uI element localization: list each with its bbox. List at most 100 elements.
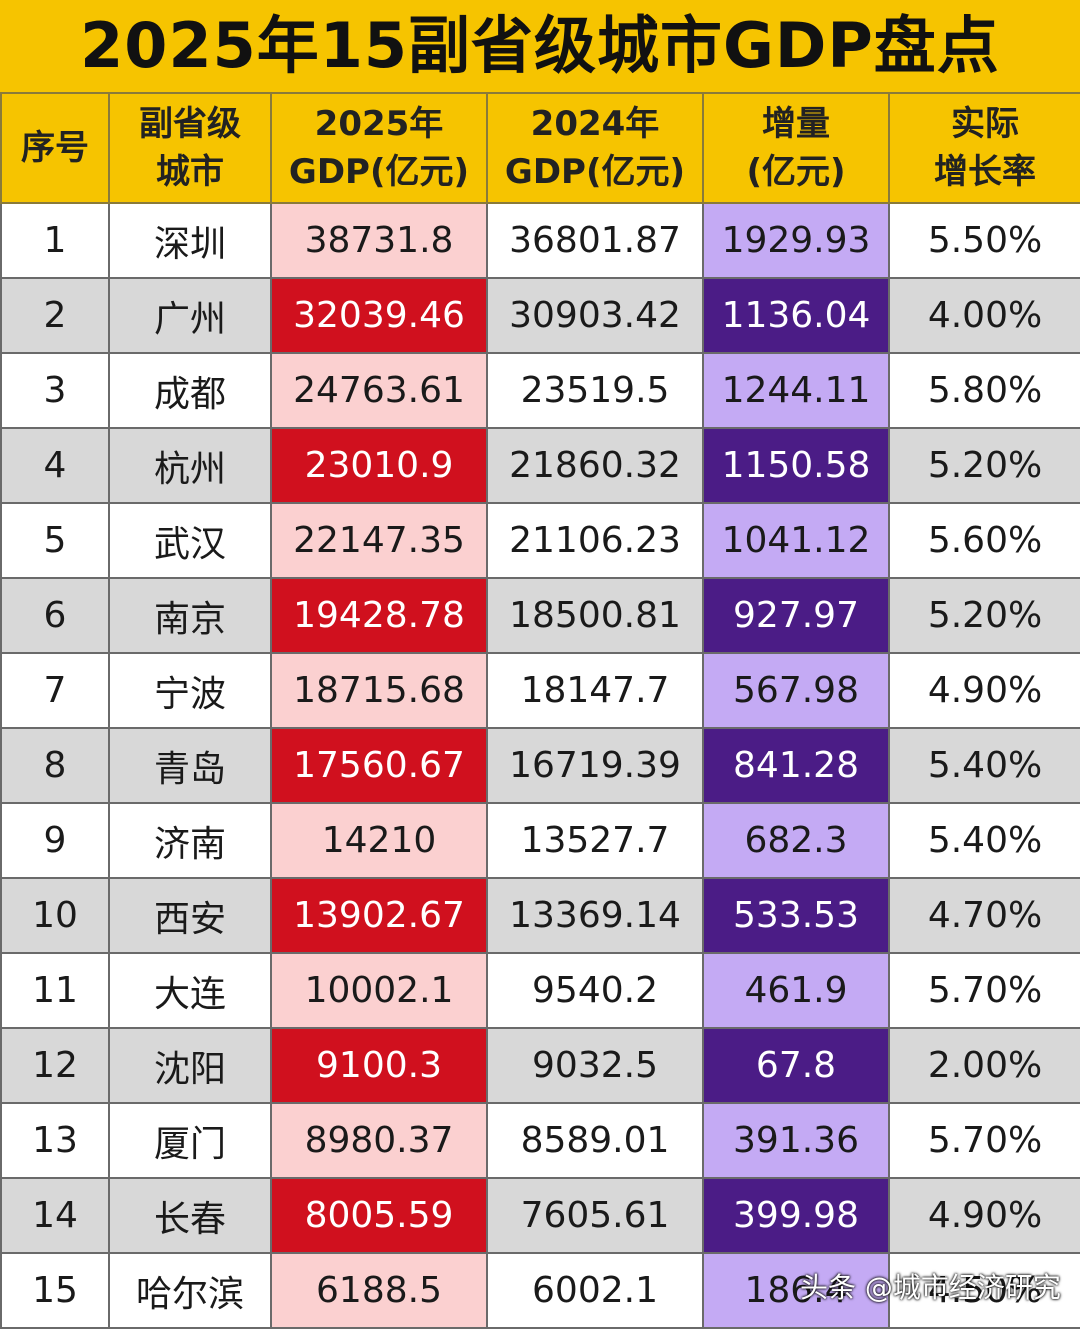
cell-growth-rate: 5.20% [888,577,1080,654]
cell-city: 南京 [108,577,272,654]
table-row: 14 长春 8005.59 7605.61 399.98 4.90% [0,1177,1080,1254]
cell-city: 宁波 [108,652,272,729]
cell-rank: 6 [0,577,110,654]
cell-gdp-2025: 13902.67 [270,877,488,954]
cell-increase: 1244.11 [702,352,890,429]
cell-city: 深圳 [108,202,272,279]
cell-gdp-2025: 22147.35 [270,502,488,579]
table-row: 9 济南 14210 13527.7 682.3 5.40% [0,802,1080,879]
cell-growth-rate: 5.70% [888,952,1080,1029]
cell-gdp-2025: 17560.67 [270,727,488,804]
cell-rank: 3 [0,352,110,429]
cell-gdp-2024: 13369.14 [486,877,704,954]
cell-gdp-2025: 18715.68 [270,652,488,729]
cell-gdp-2024: 9032.5 [486,1027,704,1104]
cell-gdp-2025: 38731.8 [270,202,488,279]
cell-city: 长春 [108,1177,272,1254]
table-row: 2 广州 32039.46 30903.42 1136.04 4.00% [0,277,1080,354]
table-row: 11 大连 10002.1 9540.2 461.9 5.70% [0,952,1080,1029]
table-row: 12 沈阳 9100.3 9032.5 67.8 2.00% [0,1027,1080,1104]
table-row: 13 厦门 8980.37 8589.01 391.36 5.70% [0,1102,1080,1179]
cell-increase: 461.9 [702,952,890,1029]
cell-gdp-2024: 18500.81 [486,577,704,654]
header-increase: 增量 (亿元) [702,92,890,204]
cell-city: 厦门 [108,1102,272,1179]
cell-city: 青岛 [108,727,272,804]
cell-increase: 927.97 [702,577,890,654]
cell-increase: 567.98 [702,652,890,729]
cell-increase: 533.53 [702,877,890,954]
cell-city: 沈阳 [108,1027,272,1104]
table-body: 1 深圳 38731.8 36801.87 1929.93 5.50% 2 广州 32039.4… [0,202,1080,1329]
page-title: 2025年15副省级城市GDP盘点 [0,0,1080,92]
cell-gdp-2025: 23010.9 [270,427,488,504]
cell-city: 成都 [108,352,272,429]
table-row: 5 武汉 22147.35 21106.23 1041.12 5.60% [0,502,1080,579]
table-row: 3 成都 24763.61 23519.5 1244.11 5.80% [0,352,1080,429]
cell-gdp-2024: 21106.23 [486,502,704,579]
cell-increase: 841.28 [702,727,890,804]
cell-gdp-2024: 21860.32 [486,427,704,504]
cell-rank: 11 [0,952,110,1029]
cell-growth-rate: 2.00% [888,1027,1080,1104]
cell-growth-rate: 4.70% [888,877,1080,954]
table-row: 15 哈尔滨 6188.5 6002.1 186.4 4.50% [0,1252,1080,1329]
cell-rank: 1 [0,202,110,279]
cell-increase: 1929.93 [702,202,890,279]
cell-increase: 391.36 [702,1102,890,1179]
cell-growth-rate: 5.40% [888,802,1080,879]
cell-growth-rate: 5.60% [888,502,1080,579]
cell-rank: 7 [0,652,110,729]
cell-growth-rate: 4.90% [888,652,1080,729]
cell-increase: 682.3 [702,802,890,879]
cell-growth-rate: 4.90% [888,1177,1080,1254]
cell-gdp-2024: 8589.01 [486,1102,704,1179]
header-growth-rate: 实际 增长率 [888,92,1080,204]
cell-increase: 1136.04 [702,277,890,354]
cell-rank: 2 [0,277,110,354]
cell-gdp-2024: 6002.1 [486,1252,704,1329]
table-row: 1 深圳 38731.8 36801.87 1929.93 5.50% [0,202,1080,279]
cell-growth-rate: 4.50% [888,1252,1080,1329]
cell-city: 济南 [108,802,272,879]
cell-growth-rate: 5.50% [888,202,1080,279]
cell-rank: 4 [0,427,110,504]
cell-growth-rate: 5.80% [888,352,1080,429]
cell-increase: 1150.58 [702,427,890,504]
cell-rank: 13 [0,1102,110,1179]
cell-gdp-2025: 14210 [270,802,488,879]
cell-rank: 9 [0,802,110,879]
cell-increase: 67.8 [702,1027,890,1104]
watermark: 头条 @城市经济研究 [800,1271,1061,1304]
cell-rank: 15 [0,1252,110,1329]
cell-gdp-2025: 32039.46 [270,277,488,354]
table-row: 10 西安 13902.67 13369.14 533.53 4.70% [0,877,1080,954]
cell-city: 武汉 [108,502,272,579]
cell-gdp-2025: 10002.1 [270,952,488,1029]
header-gdp-2025: 2025年 GDP(亿元) [270,92,488,204]
table-row: 4 杭州 23010.9 21860.32 1150.58 5.20% [0,427,1080,504]
cell-growth-rate: 5.40% [888,727,1080,804]
cell-growth-rate: 4.00% [888,277,1080,354]
cell-gdp-2024: 36801.87 [486,202,704,279]
cell-gdp-2025: 9100.3 [270,1027,488,1104]
cell-gdp-2025: 19428.78 [270,577,488,654]
cell-gdp-2024: 7605.61 [486,1177,704,1254]
cell-growth-rate: 5.20% [888,427,1080,504]
cell-city: 杭州 [108,427,272,504]
cell-city: 哈尔滨 [108,1252,272,1329]
table-row: 6 南京 19428.78 18500.81 927.97 5.20% [0,577,1080,654]
cell-gdp-2025: 6188.5 [270,1252,488,1329]
cell-gdp-2025: 24763.61 [270,352,488,429]
table-row: 8 青岛 17560.67 16719.39 841.28 5.40% [0,727,1080,804]
cell-increase: 399.98 [702,1177,890,1254]
cell-city: 广州 [108,277,272,354]
header-rank: 序号 [0,92,110,204]
gdp-table: 序号 副省级 城市 2025年 GDP(亿元) 2024年 GDP(亿元) 增量… [0,92,1080,1329]
cell-gdp-2025: 8980.37 [270,1102,488,1179]
table-row: 7 宁波 18715.68 18147.7 567.98 4.90% [0,652,1080,729]
cell-gdp-2024: 30903.42 [486,277,704,354]
cell-rank: 12 [0,1027,110,1104]
cell-gdp-2024: 18147.7 [486,652,704,729]
cell-gdp-2024: 9540.2 [486,952,704,1029]
